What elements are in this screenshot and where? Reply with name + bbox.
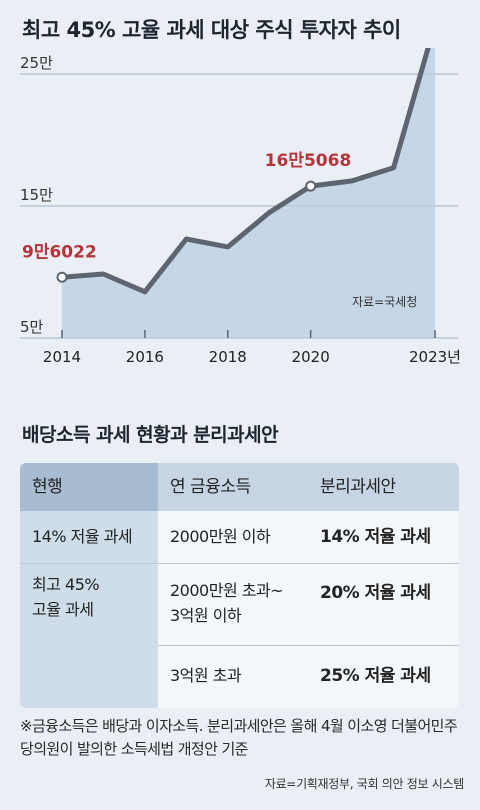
data-point-marker xyxy=(305,180,317,192)
x-tick-label: 2014 xyxy=(43,348,81,366)
data-label: 9만6022 xyxy=(22,242,97,262)
table-source: 자료=기획재정부, 국회 의안 정보 시스템 xyxy=(264,777,464,791)
row1-proposal: 14% 저율 과세 xyxy=(320,526,431,547)
x-tick-label: 2020 xyxy=(292,348,330,366)
chart-source: 자료=국세청 xyxy=(352,295,417,309)
row1-income: 2000만원 이하 xyxy=(170,526,271,546)
row-divider xyxy=(158,645,459,646)
row2-current: 최고 45% 고율 과세 xyxy=(32,575,100,619)
x-tick-label: 2018 xyxy=(209,348,247,366)
y-tick-label: 5만 xyxy=(20,318,44,336)
x-tick-label: 2016 xyxy=(126,348,164,366)
y-tick-label: 25만 xyxy=(20,54,53,72)
table-header-first-bg xyxy=(20,463,158,511)
header-proposal: 분리과세안 xyxy=(320,476,396,497)
row3-proposal: 25% 저율 과세 xyxy=(320,666,431,687)
row1-current: 14% 저율 과세 xyxy=(32,526,133,546)
x-tick-label: 2023년 xyxy=(409,348,461,366)
row-divider xyxy=(20,563,459,564)
data-point-marker xyxy=(56,271,68,283)
tax-table: 현행 연 금융소득 분리과세안 14% 저율 과세 2000만원 이하 14% … xyxy=(20,463,459,708)
header-income: 연 금융소득 xyxy=(170,476,251,497)
data-label: 16만5068 xyxy=(265,151,352,171)
chart-area-fill xyxy=(62,48,435,338)
y-tick-label: 15만 xyxy=(20,186,53,204)
footnote: ※금융소득은 배당과 이자소득. 분리과세안은 올해 4월 이소영 더불어민주당… xyxy=(20,717,458,759)
area-chart: 5만 15만 25만 2014 2016 2018 2020 2023년 9만6022 16만… xyxy=(20,48,461,366)
table-title: 배당소득 과세 현황과 분리과세안 xyxy=(22,424,279,446)
x-axis-ticks: 2014 2016 2018 2020 2023년 xyxy=(43,330,461,366)
chart-series-line xyxy=(59,48,431,295)
row3-income: 3억원 초과 xyxy=(170,666,242,686)
row2-proposal: 20% 저율 과세 xyxy=(320,582,431,603)
chart-title: 최고 45% 고율 과세 대상 주식 투자자 추이 xyxy=(22,18,401,42)
header-current: 현행 xyxy=(32,476,63,497)
table-first-col-bg xyxy=(20,511,158,708)
row2-income: 2000만원 초과~ 3억원 이하 xyxy=(170,581,284,625)
